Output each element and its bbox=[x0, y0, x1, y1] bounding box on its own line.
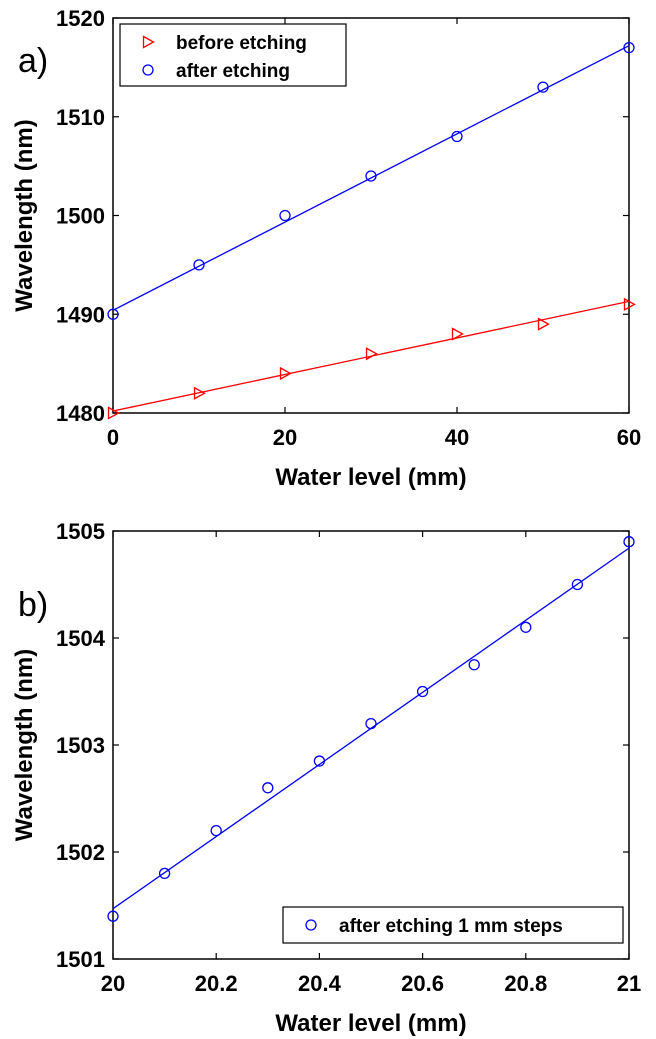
data-point bbox=[158, 867, 171, 880]
x-tick-label: 21 bbox=[617, 971, 641, 996]
data-point bbox=[520, 621, 532, 633]
x-axis-label: Water level (mm) bbox=[275, 1010, 466, 1037]
legend-label: before etching bbox=[176, 33, 307, 54]
legend-marker bbox=[142, 35, 155, 49]
data-point bbox=[451, 327, 464, 341]
data-point bbox=[468, 659, 480, 671]
data-point bbox=[623, 536, 635, 548]
legend-box bbox=[282, 906, 624, 944]
chart-panel-b: 20 20.2 20.4 20.6 20.8 21 1501 1502 1503 1504 1505… bbox=[11, 519, 641, 1037]
data-point bbox=[537, 81, 549, 93]
data-point bbox=[537, 317, 550, 331]
series-1 bbox=[107, 41, 635, 320]
data-point bbox=[107, 406, 120, 420]
fit-line bbox=[112, 45, 630, 311]
data-point bbox=[193, 259, 205, 271]
data-point bbox=[365, 347, 378, 361]
data-point bbox=[623, 41, 635, 54]
panel-label: a) bbox=[18, 42, 48, 80]
series-0 bbox=[107, 297, 636, 420]
data-point bbox=[571, 578, 584, 591]
x-tick-label: 20 bbox=[101, 971, 125, 996]
y-tick-label: 1520 bbox=[56, 6, 105, 31]
x-tick-label: 20.6 bbox=[401, 971, 444, 996]
y-tick-label: 1510 bbox=[56, 105, 105, 130]
x-tick-label: 20.4 bbox=[298, 971, 342, 996]
y-tick-label: 1502 bbox=[56, 840, 105, 865]
legend-box bbox=[119, 23, 347, 87]
legend: after etching 1 mm steps bbox=[282, 906, 624, 944]
x-tick-label: 60 bbox=[617, 425, 641, 450]
x-tick-label: 40 bbox=[445, 425, 469, 450]
y-tick-label: 1500 bbox=[56, 204, 105, 229]
data-point bbox=[365, 717, 377, 730]
y-axis-label: Wavelength (nm) bbox=[11, 649, 38, 841]
y-axis-label: Wavelength (nm) bbox=[11, 119, 38, 311]
chart-panel-a: 0 20 40 60 1480 1490 1500 1510 1520 Water level (… bbox=[11, 6, 641, 491]
data-point bbox=[279, 366, 292, 381]
y-tick-label: 1480 bbox=[56, 401, 105, 426]
data-point bbox=[365, 170, 377, 182]
data-point bbox=[451, 130, 463, 143]
legend: before etching after etching bbox=[119, 23, 347, 87]
data-point bbox=[107, 910, 119, 922]
y-tick-label: 1501 bbox=[56, 947, 105, 972]
x-tick-label: 0 bbox=[107, 425, 119, 450]
data-point bbox=[193, 386, 206, 400]
series-0 bbox=[107, 536, 635, 922]
data-point bbox=[210, 824, 222, 837]
data-point bbox=[623, 297, 636, 311]
data-point bbox=[313, 755, 326, 767]
y-tick-label: 1490 bbox=[56, 302, 105, 327]
data-point bbox=[262, 782, 274, 794]
x-tick-label: 20.2 bbox=[195, 971, 238, 996]
legend-marker bbox=[305, 919, 317, 931]
y-tick-label: 1505 bbox=[56, 519, 105, 544]
x-tick-label: 20.8 bbox=[504, 971, 547, 996]
legend-label: after etching bbox=[176, 61, 290, 82]
data-point bbox=[279, 209, 291, 222]
data-point bbox=[107, 308, 119, 320]
panel-label: b) bbox=[18, 586, 48, 624]
y-tick-label: 1504 bbox=[56, 626, 106, 651]
legend-label: after etching 1 mm steps bbox=[339, 916, 563, 937]
x-axis-label: Water level (mm) bbox=[275, 464, 466, 491]
y-tick-label: 1503 bbox=[56, 733, 105, 758]
plot-frame bbox=[112, 530, 630, 960]
x-tick-label: 20 bbox=[273, 425, 297, 450]
legend-marker bbox=[142, 64, 154, 76]
data-point bbox=[416, 685, 429, 698]
